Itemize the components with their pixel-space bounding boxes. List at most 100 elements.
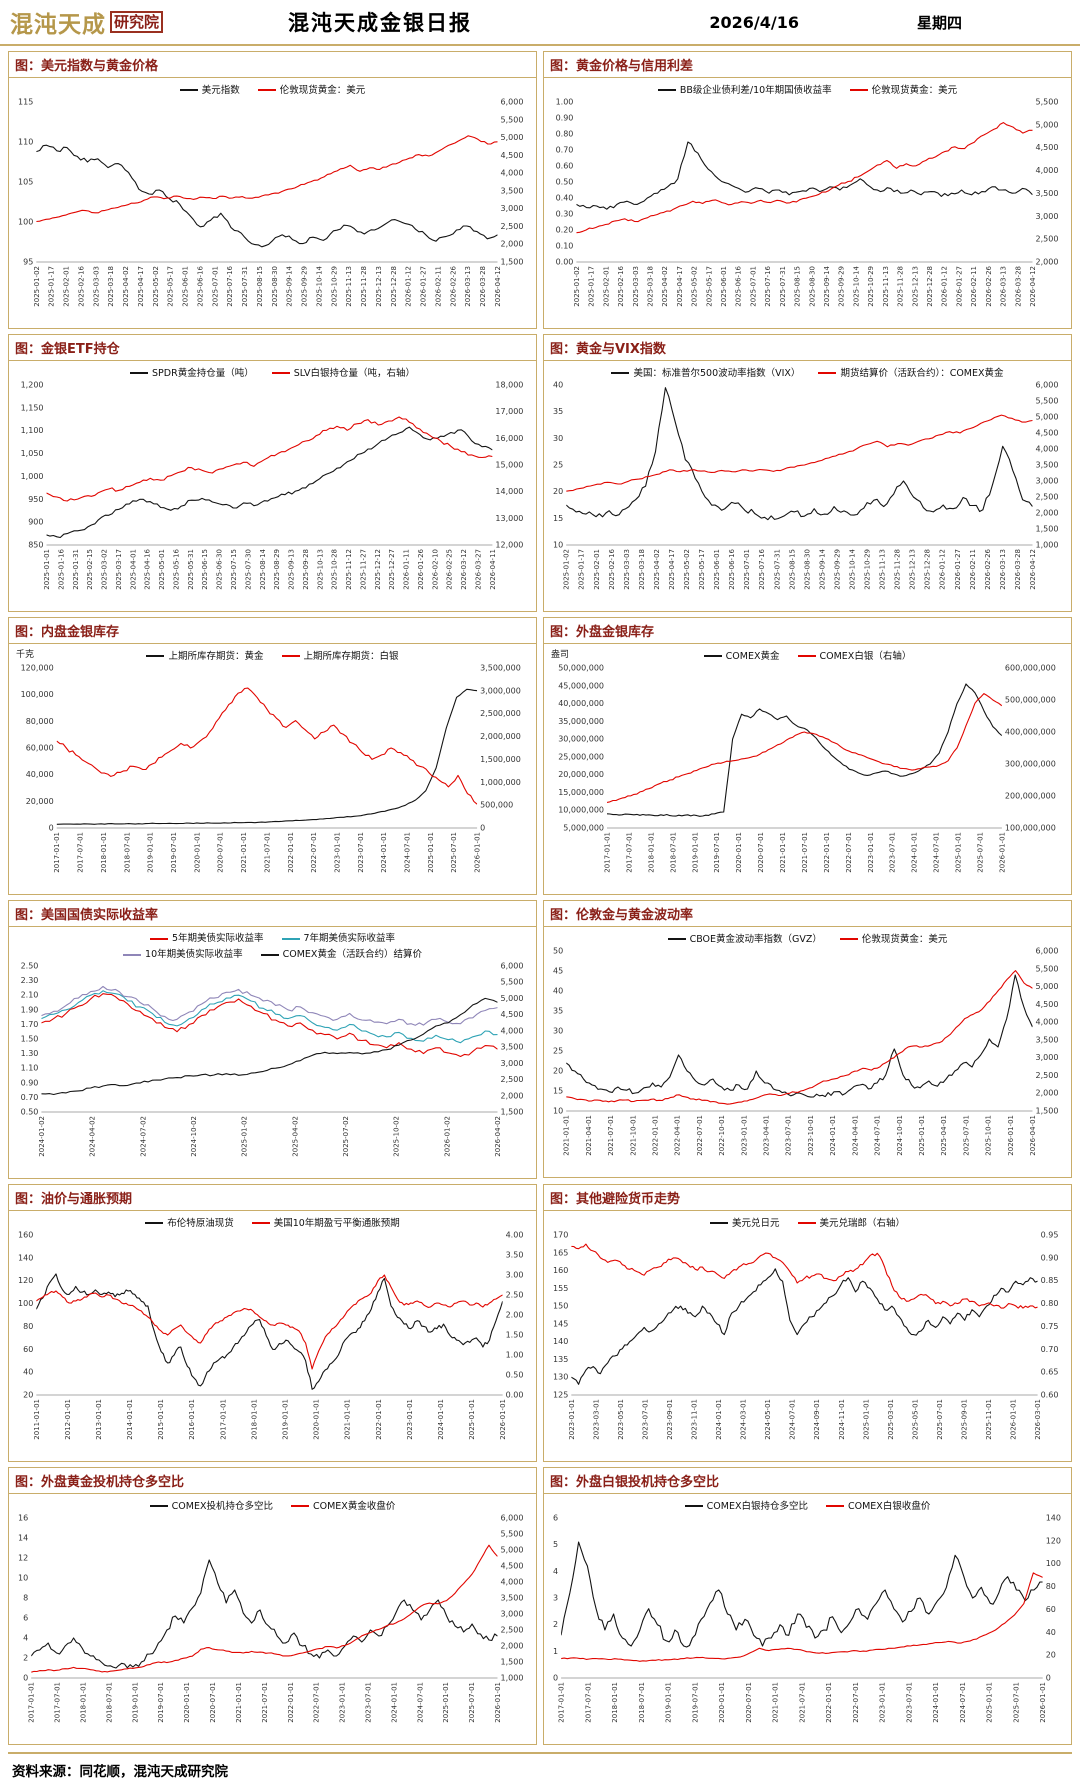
svg-text:2024-01-01: 2024-01-01 [390, 1682, 398, 1723]
svg-text:2025-01-01: 2025-01-01 [986, 1682, 994, 1723]
svg-text:110: 110 [18, 138, 33, 147]
svg-text:2022-10-01: 2022-10-01 [718, 1115, 726, 1156]
legend-item: COMEX白银（右轴） [797, 648, 911, 662]
legend-label: 10年期美债实际收益率 [145, 949, 243, 960]
svg-text:0.60: 0.60 [1041, 1391, 1059, 1400]
svg-text:850: 850 [28, 541, 43, 550]
series-line [607, 683, 1002, 817]
svg-text:2025-06-01: 2025-06-01 [720, 266, 728, 307]
svg-text:105: 105 [18, 178, 33, 187]
svg-text:600,000,000: 600,000,000 [1005, 664, 1056, 673]
legend-label: 伦敦现货黄金：美元 [279, 84, 366, 96]
svg-text:2017-01-01: 2017-01-01 [28, 1682, 36, 1723]
legend-item: 伦敦现货黄金：美元 [257, 82, 366, 96]
svg-text:3,500: 3,500 [501, 1594, 524, 1603]
chart-title: 图：内盘金银库存 [8, 617, 537, 644]
svg-text:2025-09-29: 2025-09-29 [833, 549, 841, 590]
chart-oil-vs-inflation: 布伦特原油现货 美国10年期盈亏平衡通胀预期 20 40 60 80 100 120 140 1… [8, 1211, 537, 1462]
svg-text:2023-07-01: 2023-07-01 [357, 832, 365, 873]
svg-text:2025-12-28: 2025-12-28 [924, 549, 932, 590]
svg-text:0.60: 0.60 [556, 162, 574, 171]
svg-text:10,000,000: 10,000,000 [558, 806, 604, 815]
svg-text:2025-11-12: 2025-11-12 [345, 549, 353, 590]
legend-label: 7年期美债实际收益率 [303, 933, 396, 944]
series-lines [36, 1273, 503, 1390]
chart-legend: CBOE黄金波动率指数（GVZ） 伦敦现货黄金：美元 [546, 930, 1069, 945]
left-axis-ticks: 10 15 20 25 30 35 40 [553, 381, 563, 550]
svg-text:20: 20 [553, 487, 563, 496]
svg-text:140: 140 [1046, 1514, 1061, 1523]
svg-text:2025-01-01: 2025-01-01 [955, 832, 963, 873]
svg-text:3,000: 3,000 [501, 1610, 524, 1619]
svg-text:50: 50 [553, 947, 563, 956]
svg-text:2025-04-02: 2025-04-02 [661, 266, 669, 307]
svg-text:3,500: 3,500 [1036, 189, 1059, 198]
svg-text:1,500: 1,500 [501, 258, 524, 267]
svg-text:2022-07-01: 2022-07-01 [310, 832, 318, 873]
svg-text:2019-07-01: 2019-07-01 [691, 1682, 699, 1723]
svg-text:2025-10-14: 2025-10-14 [852, 265, 860, 306]
svg-text:2026-03-13: 2026-03-13 [999, 549, 1007, 590]
svg-text:3,000: 3,000 [501, 1059, 524, 1068]
legend-line-swatch [123, 953, 142, 956]
series-line [41, 993, 498, 1058]
svg-text:2025-11-01: 2025-11-01 [985, 1399, 993, 1440]
svg-text:2026-03-12: 2026-03-12 [460, 549, 468, 590]
svg-text:0.00: 0.00 [556, 258, 574, 267]
svg-text:2022-07-01: 2022-07-01 [845, 832, 853, 873]
svg-text:2026-04-12: 2026-04-12 [494, 266, 502, 307]
series-line [561, 1572, 1043, 1662]
svg-text:0.70: 0.70 [556, 146, 574, 155]
svg-text:2023-01-01: 2023-01-01 [339, 1682, 347, 1723]
svg-text:2025-11-28: 2025-11-28 [897, 266, 905, 307]
svg-text:2.10: 2.10 [21, 991, 39, 1000]
svg-text:3,500: 3,500 [501, 1043, 524, 1052]
legend-label: 上期所库存期货：白银 [303, 650, 399, 662]
chart-title-text: 图：金银ETF持仓 [15, 342, 120, 357]
svg-text:2025-07-16: 2025-07-16 [764, 265, 772, 306]
series-line [41, 990, 498, 1044]
svg-text:2024-01-01: 2024-01-01 [380, 832, 388, 873]
series-line [566, 970, 1033, 1105]
svg-text:2025-11-27: 2025-11-27 [359, 549, 367, 590]
svg-text:2019-01-01: 2019-01-01 [131, 1682, 139, 1723]
svg-text:20: 20 [553, 1067, 563, 1076]
legend-line-swatch [611, 372, 630, 374]
svg-text:2018-07-01: 2018-07-01 [669, 832, 677, 873]
svg-text:950: 950 [28, 495, 43, 504]
svg-text:2024-01-01: 2024-01-01 [932, 1682, 940, 1723]
chart-title: 图：黄金与VIX指数 [543, 334, 1072, 361]
logo-main-text: 混沌天成 [10, 12, 106, 38]
svg-text:2025-05-01: 2025-05-01 [911, 1399, 919, 1440]
svg-text:2025-07-01: 2025-07-01 [743, 549, 751, 590]
legend-line-swatch [839, 938, 858, 940]
svg-text:20,000,000: 20,000,000 [558, 770, 604, 779]
chart-legend: BB级企业债利差/10年期国债收益率 伦敦现货黄金：美元 [546, 81, 1069, 96]
x-axis-ticks: 2017-01-01 2017-07-01 2018-01-01 2018-07-01… [28, 1682, 502, 1723]
svg-text:2025-08-29: 2025-08-29 [273, 549, 281, 590]
svg-text:2016-01-01: 2016-01-01 [188, 1399, 196, 1440]
svg-text:2022-01-01: 2022-01-01 [375, 1399, 383, 1440]
svg-text:2026-02-10: 2026-02-10 [431, 549, 439, 590]
svg-text:2017-01-01: 2017-01-01 [219, 1399, 227, 1440]
svg-text:2,000: 2,000 [501, 1642, 524, 1651]
svg-text:2021-07-01: 2021-07-01 [801, 832, 809, 873]
svg-text:2025-03-03: 2025-03-03 [632, 266, 640, 307]
svg-text:17,000: 17,000 [495, 407, 523, 416]
svg-text:2,000: 2,000 [1036, 1089, 1059, 1098]
svg-text:2026-02-26: 2026-02-26 [985, 265, 993, 306]
svg-text:135: 135 [553, 1355, 568, 1364]
svg-text:2025-01-16: 2025-01-16 [57, 548, 65, 589]
svg-text:2020-01-01: 2020-01-01 [718, 1682, 726, 1723]
svg-text:1.30: 1.30 [21, 1049, 39, 1058]
svg-text:2023-01-01: 2023-01-01 [879, 1682, 887, 1723]
chart-legend: COMEX投机持仓多空比 COMEX黄金收盘价 [11, 1497, 534, 1512]
svg-text:130: 130 [553, 1373, 568, 1382]
svg-text:2021-07-01: 2021-07-01 [263, 832, 271, 873]
series-line [31, 1559, 498, 1669]
svg-text:2023-07-01: 2023-07-01 [364, 1682, 372, 1723]
series-line [566, 387, 1033, 521]
svg-text:2026-01-01: 2026-01-01 [499, 1399, 507, 1440]
chart-legend: SPDR黄金持仓量（吨） SLV白银持仓量（吨，右轴） [11, 364, 534, 379]
svg-text:15: 15 [553, 1087, 563, 1096]
